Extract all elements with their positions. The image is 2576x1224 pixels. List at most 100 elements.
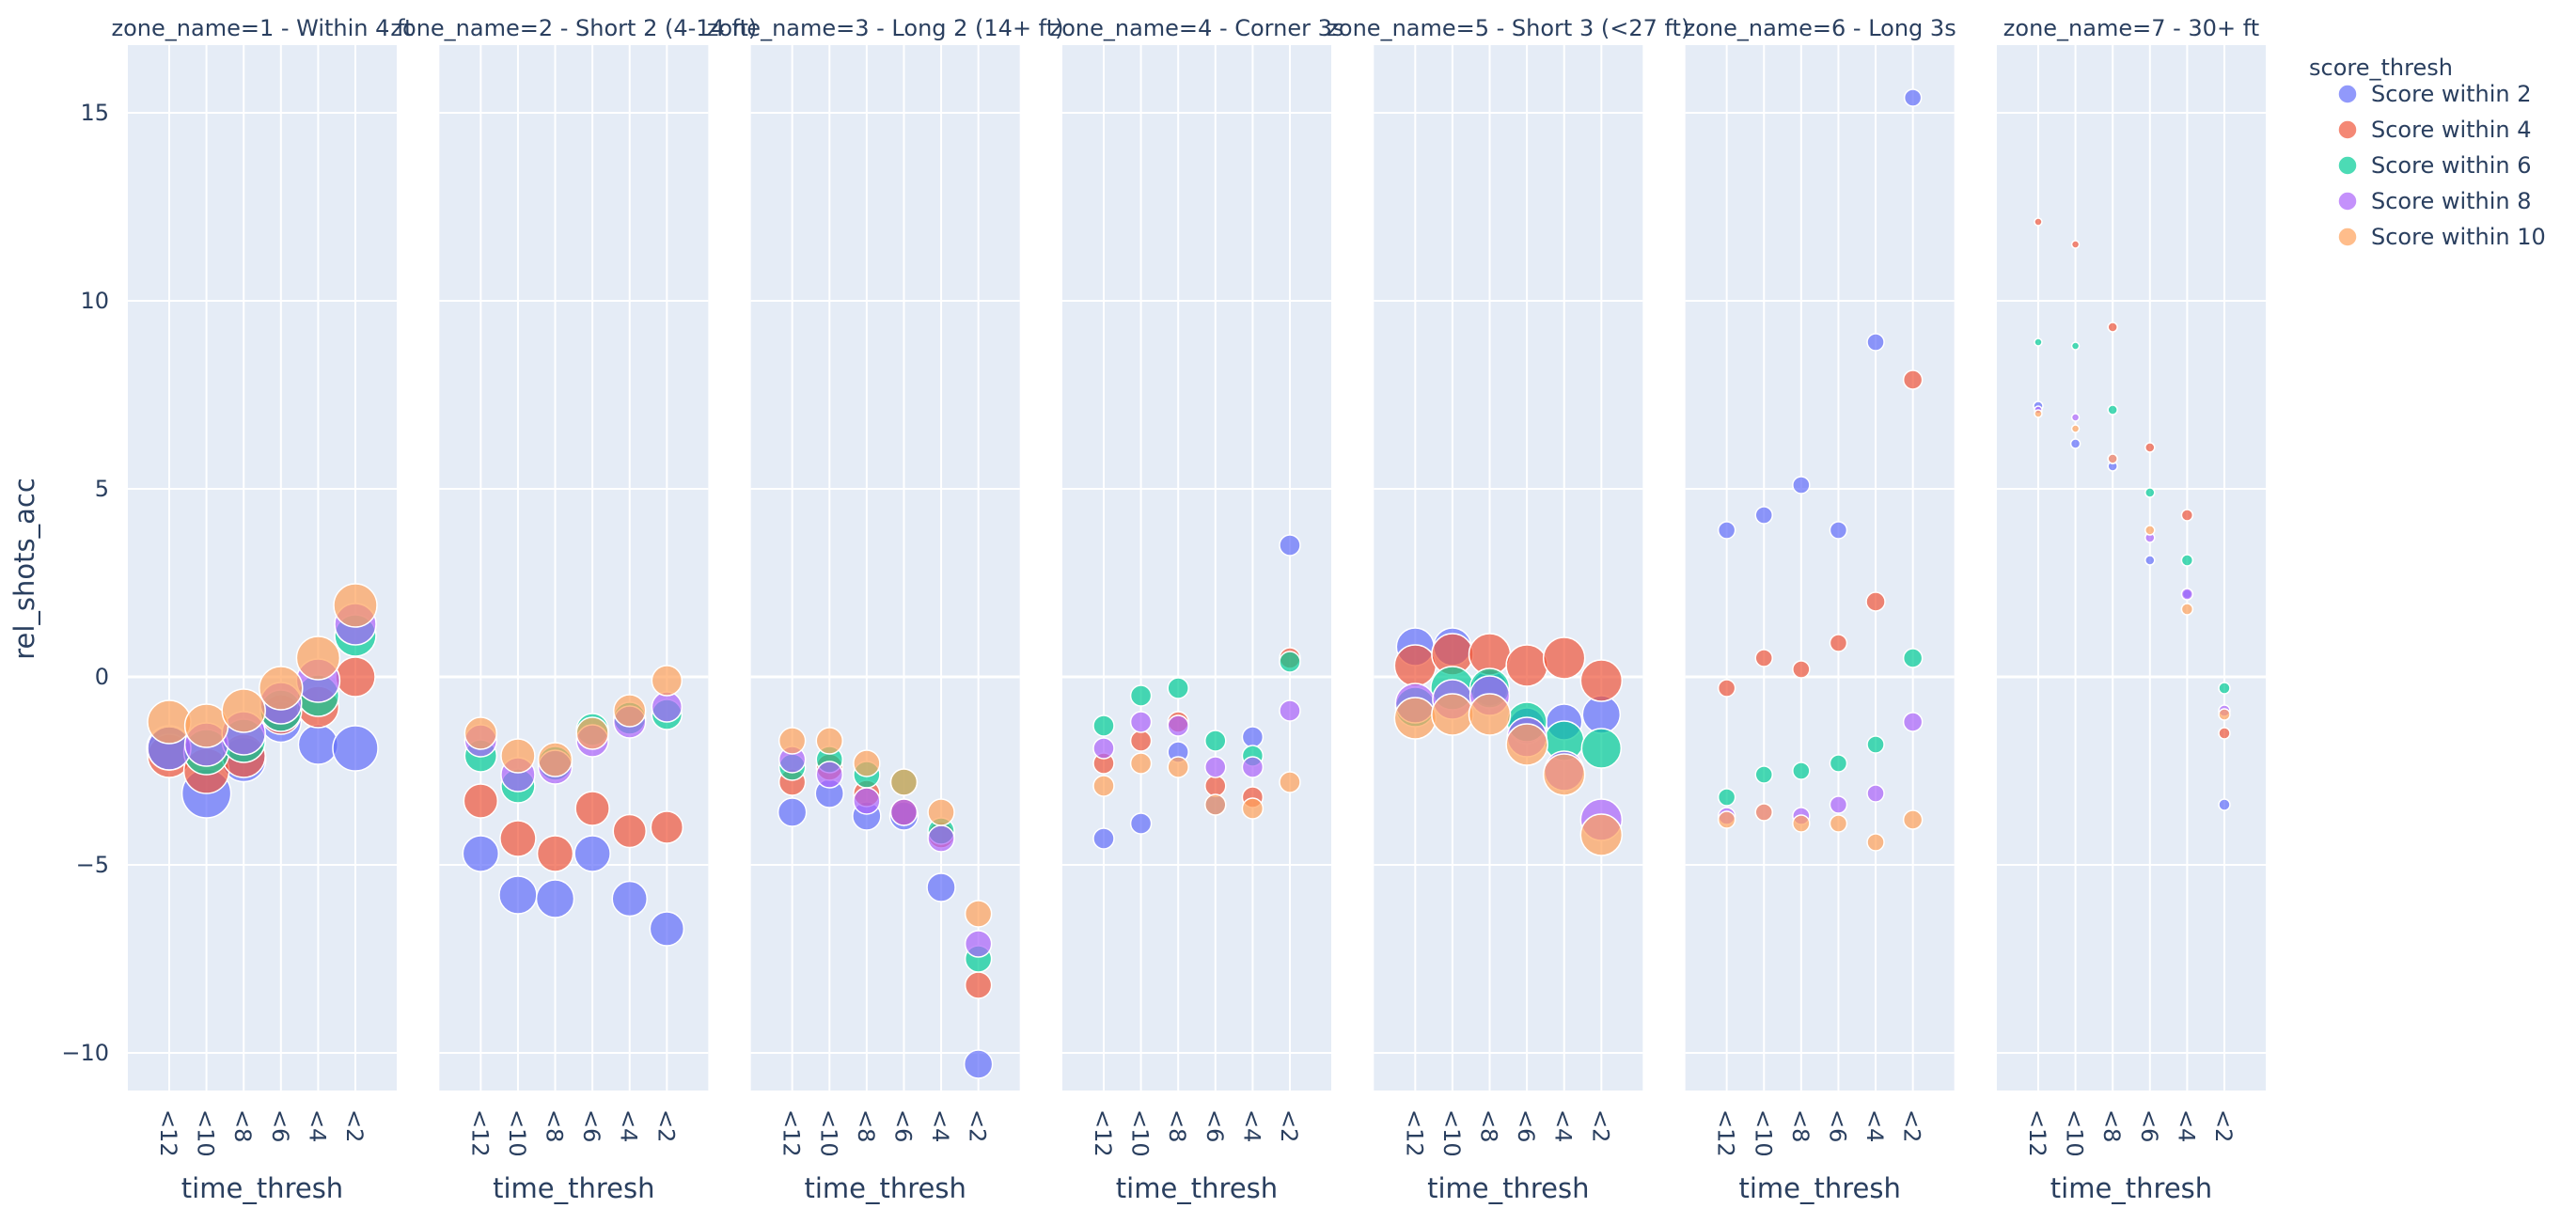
data-point bbox=[612, 813, 647, 849]
x-tick-label: <8 bbox=[853, 1109, 879, 1142]
data-point bbox=[1279, 771, 1301, 793]
x-axis-title: time_thresh bbox=[1427, 1172, 1589, 1204]
facet-title: zone_name=2 - Short 2 (4-14 ft) bbox=[390, 15, 757, 41]
x-axis-title: time_thresh bbox=[1116, 1172, 1278, 1204]
facet-panel: <12 <10 <8 <6 <4 <2 time_thresh bbox=[1685, 45, 1955, 1204]
data-point bbox=[535, 879, 575, 918]
data-point bbox=[777, 797, 808, 827]
data-point bbox=[964, 930, 993, 958]
x-tick-label: <10 bbox=[1438, 1109, 1465, 1157]
data-point bbox=[1167, 756, 1189, 778]
facet-panel: <12 <10 <8 <6 <4 <2 time_thresh bbox=[128, 45, 397, 1204]
data-point bbox=[2034, 217, 2043, 227]
data-point bbox=[1542, 636, 1586, 680]
data-point bbox=[612, 694, 647, 728]
data-point bbox=[778, 727, 807, 755]
data-point bbox=[964, 900, 993, 928]
x-tick-label: <4 bbox=[1861, 1109, 1888, 1142]
data-point bbox=[221, 688, 266, 733]
data-point bbox=[1092, 775, 1115, 797]
data-point bbox=[889, 798, 919, 826]
data-point bbox=[1580, 728, 1623, 769]
x-tick-label: <8 bbox=[229, 1109, 256, 1142]
data-point bbox=[651, 691, 683, 723]
facet-background bbox=[1996, 45, 2266, 1091]
data-point bbox=[2107, 322, 2118, 333]
data-point bbox=[1829, 795, 1848, 814]
x-tick-label: <2 bbox=[965, 1109, 991, 1142]
legend-label: Score within 4 bbox=[2371, 117, 2532, 143]
data-point bbox=[1505, 723, 1548, 766]
data-point bbox=[1129, 730, 1153, 752]
data-point bbox=[1167, 714, 1189, 737]
data-point bbox=[1393, 697, 1437, 740]
x-tick-label: <6 bbox=[1202, 1109, 1228, 1142]
data-point bbox=[1542, 753, 1586, 796]
x-tick-label: <12 bbox=[1090, 1109, 1116, 1157]
data-point bbox=[1792, 660, 1811, 679]
data-point bbox=[650, 810, 684, 844]
x-tick-label: <10 bbox=[504, 1109, 530, 1157]
x-tick-label: <6 bbox=[267, 1109, 293, 1142]
data-point bbox=[2034, 409, 2043, 418]
data-point bbox=[2144, 442, 2156, 453]
x-tick-label: <6 bbox=[578, 1109, 605, 1142]
data-point bbox=[853, 749, 881, 777]
data-point bbox=[1829, 754, 1848, 773]
data-point bbox=[964, 971, 993, 999]
data-point bbox=[651, 665, 683, 697]
legend-marker bbox=[2337, 155, 2358, 176]
data-point bbox=[1717, 521, 1736, 540]
legend-item: Score within 4 bbox=[2337, 117, 2532, 143]
y-tick-label: 0 bbox=[95, 664, 109, 690]
data-point bbox=[1792, 761, 1811, 780]
x-tick-label: <10 bbox=[1750, 1109, 1776, 1157]
legend-items: Score within 2 Score within 4 Score within… bbox=[2337, 81, 2546, 250]
data-point bbox=[1241, 726, 1264, 748]
x-tick-label: <6 bbox=[889, 1109, 916, 1142]
x-tick-label: <10 bbox=[815, 1109, 841, 1157]
y-tick-label: −5 bbox=[76, 852, 109, 878]
data-point bbox=[1468, 693, 1512, 736]
data-point bbox=[1204, 756, 1227, 778]
data-point bbox=[1754, 506, 1773, 525]
x-tick-label: <2 bbox=[1899, 1109, 1925, 1142]
data-point bbox=[1431, 693, 1474, 736]
x-axis-title: time_thresh bbox=[1738, 1172, 1900, 1204]
data-point bbox=[2144, 487, 2156, 498]
data-point bbox=[1241, 797, 1264, 820]
data-point bbox=[463, 783, 499, 819]
facet-background bbox=[1061, 45, 1331, 1091]
data-point bbox=[332, 725, 379, 772]
data-point bbox=[462, 835, 500, 872]
data-point bbox=[575, 716, 609, 750]
legend-label: Score within 10 bbox=[2371, 224, 2546, 250]
x-tick-label: <2 bbox=[652, 1109, 679, 1142]
legend-item: Score within 8 bbox=[2337, 188, 2532, 214]
data-point bbox=[2107, 404, 2118, 416]
data-point bbox=[2070, 240, 2081, 249]
facet-title: zone_name=4 - Corner 3s bbox=[1050, 15, 1344, 41]
x-tick-label: <6 bbox=[1824, 1109, 1850, 1142]
x-tick-label: <8 bbox=[1164, 1109, 1190, 1142]
x-tick-label: <2 bbox=[1587, 1109, 1613, 1142]
x-tick-label: <4 bbox=[1550, 1109, 1577, 1142]
data-point bbox=[1279, 534, 1301, 557]
x-tick-label: <4 bbox=[2173, 1109, 2199, 1142]
data-point bbox=[611, 880, 648, 918]
legend-marker bbox=[2337, 84, 2358, 104]
legend-item: Score within 2 bbox=[2337, 81, 2532, 107]
data-point bbox=[2180, 603, 2194, 616]
data-point bbox=[574, 791, 610, 826]
x-tick-label: <12 bbox=[1713, 1109, 1739, 1157]
data-point bbox=[335, 656, 376, 698]
data-point bbox=[1579, 659, 1624, 702]
x-tick-label: <8 bbox=[1476, 1109, 1502, 1142]
data-point bbox=[1167, 677, 1189, 699]
data-point bbox=[2218, 682, 2231, 695]
x-tick-label: <4 bbox=[616, 1109, 642, 1142]
legend-label: Score within 8 bbox=[2371, 188, 2532, 214]
